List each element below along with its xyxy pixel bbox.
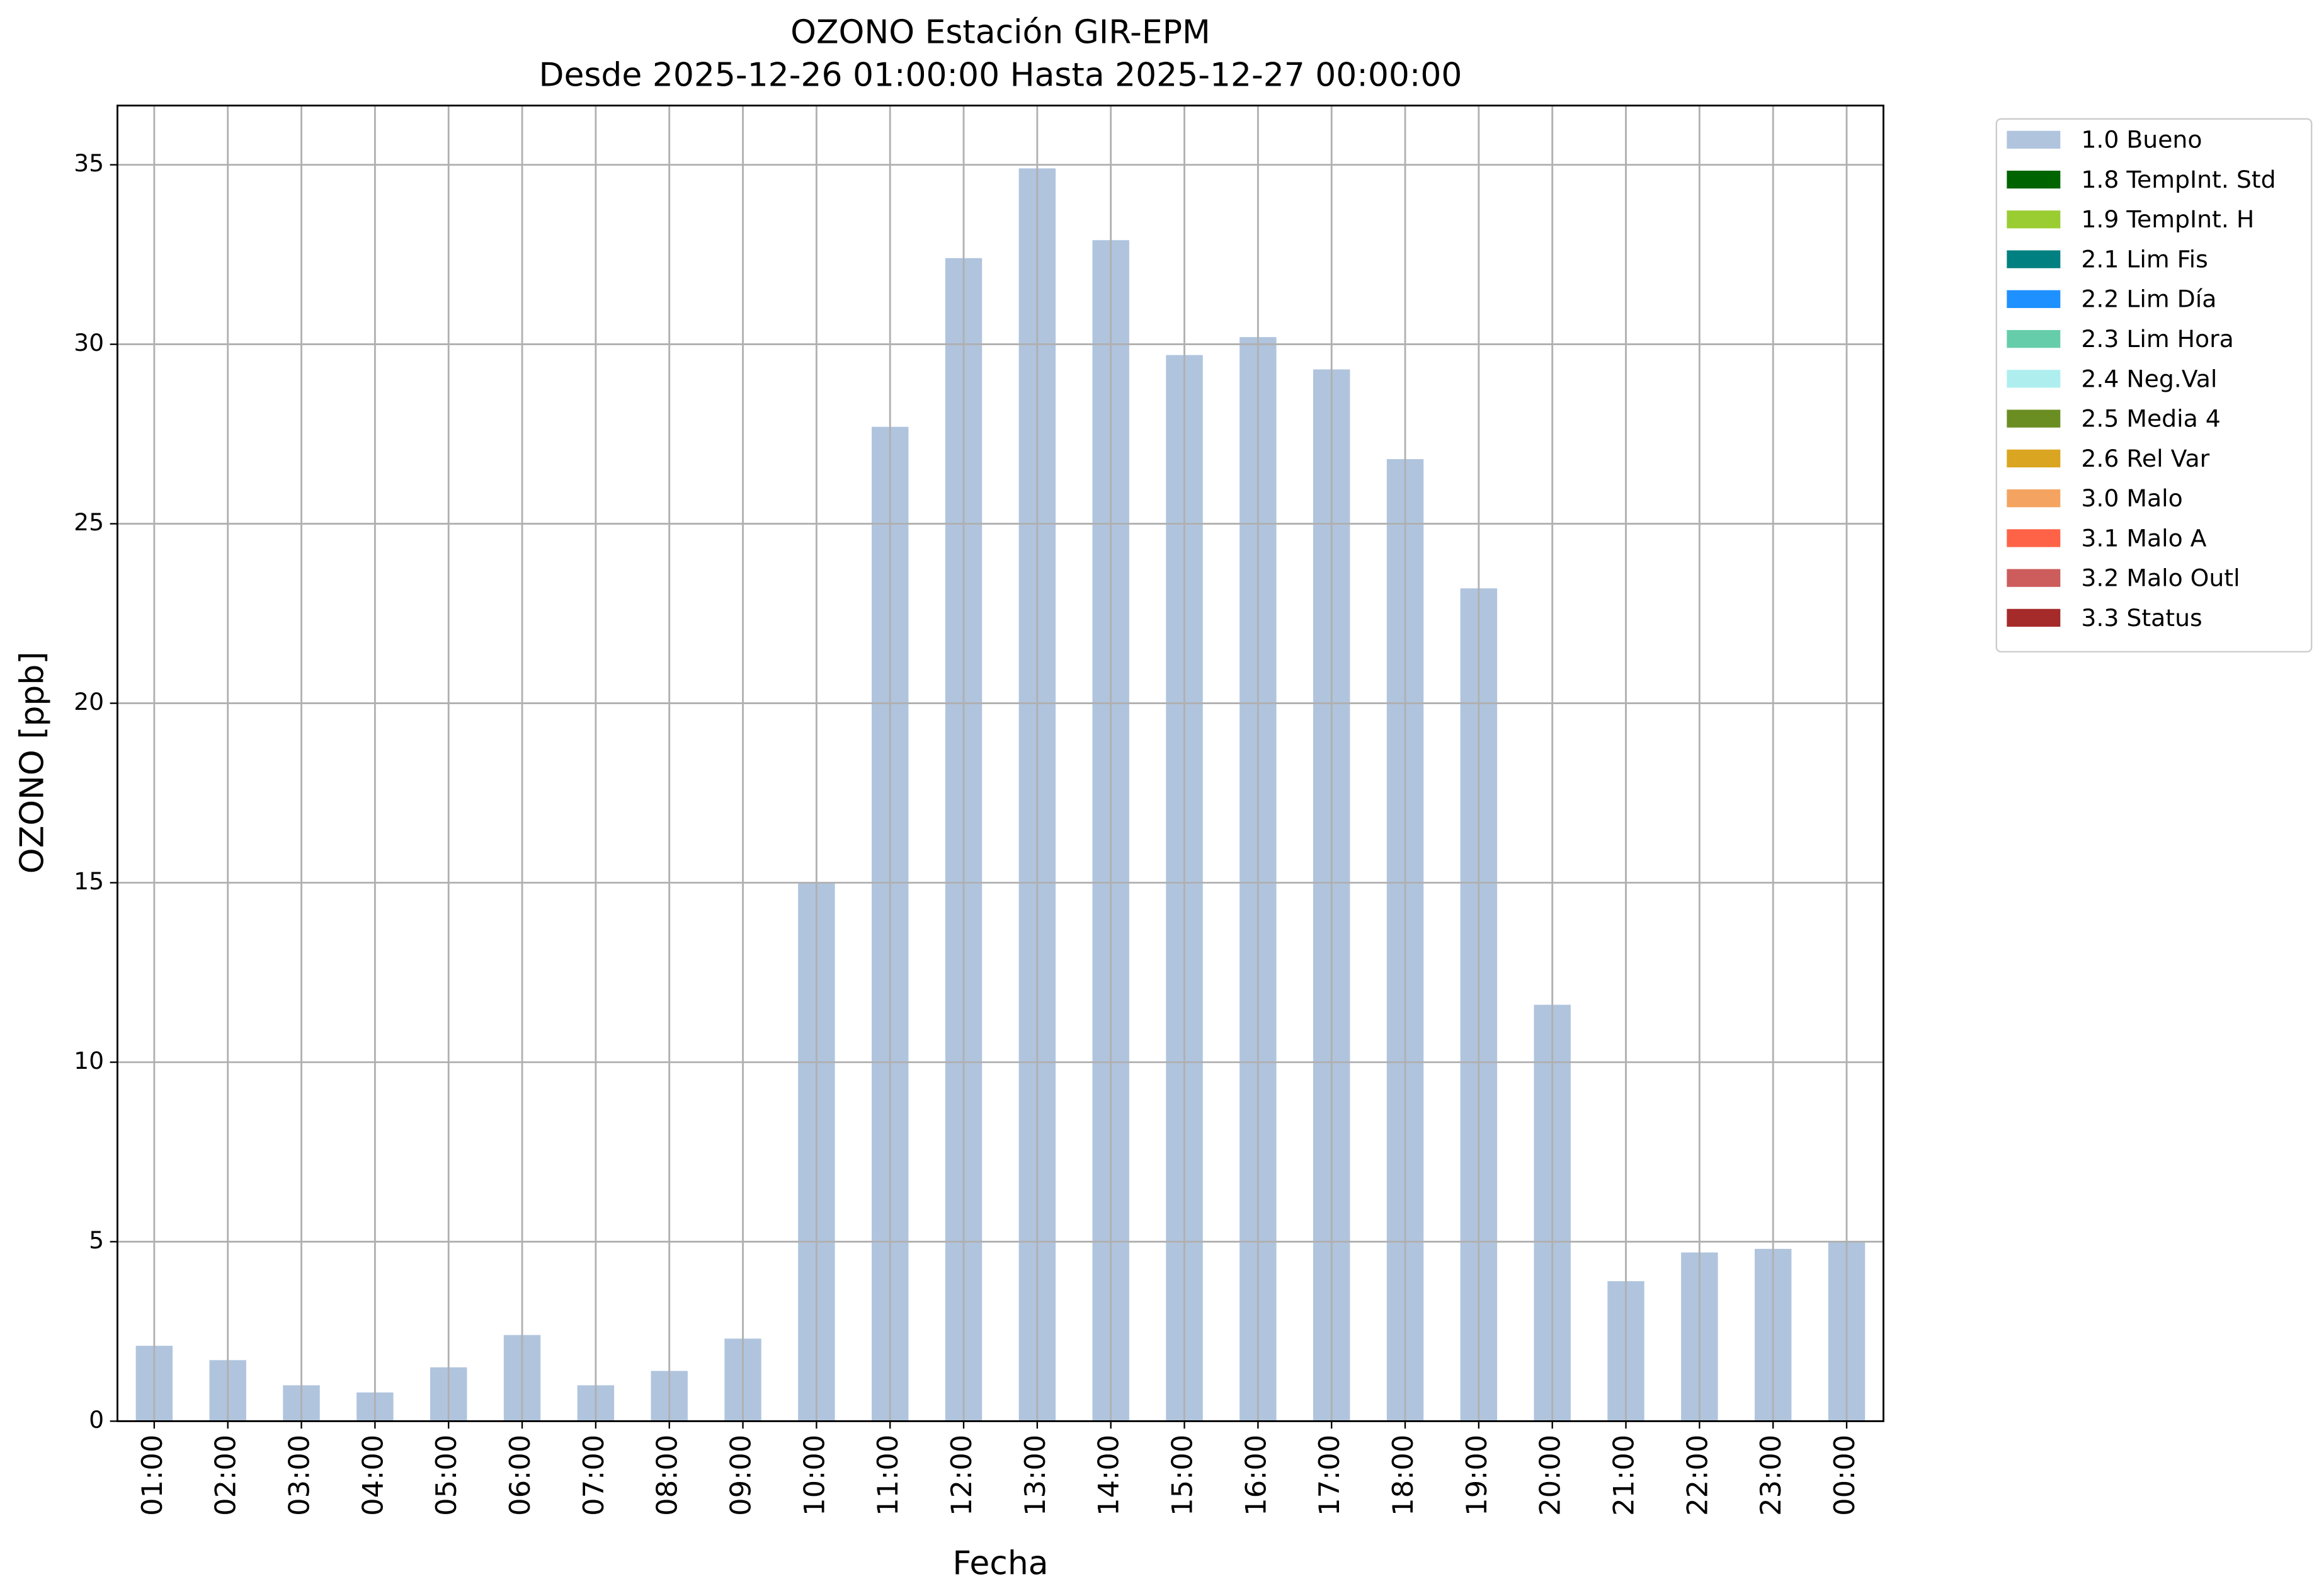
legend-label: 2.4 Neg.Val xyxy=(2081,365,2217,392)
legend-swatch xyxy=(2007,370,2061,388)
x-tick-label: 06:00 xyxy=(503,1435,537,1516)
legend-swatch xyxy=(2007,529,2061,547)
legend-box xyxy=(1995,118,2313,653)
y-tick-label: 25 xyxy=(74,508,104,536)
x-axis-label: Fecha xyxy=(952,1544,1048,1582)
plot-frame xyxy=(117,105,1884,1422)
y-tick-label: 10 xyxy=(74,1047,104,1074)
legend-swatch xyxy=(2007,569,2061,587)
x-tick-label: 05:00 xyxy=(430,1435,463,1516)
x-tick-label: 13:00 xyxy=(1018,1435,1052,1516)
legend-label: 2.5 Media 4 xyxy=(2081,405,2220,433)
legend-swatch xyxy=(2007,130,2061,149)
x-tick-label: 14:00 xyxy=(1092,1435,1125,1516)
x-tick-label: 03:00 xyxy=(283,1435,316,1516)
x-tick-label: 09:00 xyxy=(724,1435,758,1516)
x-tick-label: 19:00 xyxy=(1460,1435,1493,1516)
y-tick-label: 0 xyxy=(89,1406,104,1434)
x-tick-label: 22:00 xyxy=(1680,1435,1714,1516)
chart-title: OZONO Estación GIR-EPM xyxy=(790,13,1211,51)
x-tick-label: 21:00 xyxy=(1607,1435,1641,1516)
legend-label: 2.6 Rel Var xyxy=(2081,445,2209,472)
x-tick-label: 18:00 xyxy=(1386,1435,1420,1516)
x-tick-label: 04:00 xyxy=(356,1435,389,1516)
x-tick-label: 20:00 xyxy=(1534,1435,1567,1516)
legend-swatch xyxy=(2007,449,2061,468)
legend-swatch xyxy=(2007,210,2061,229)
y-axis-label: OZONO [ppb] xyxy=(13,651,51,874)
legend-swatch xyxy=(2007,250,2061,268)
y-tick-label: 35 xyxy=(74,149,104,177)
x-tick-label: 01:00 xyxy=(135,1435,169,1516)
y-tick-label: 5 xyxy=(89,1226,104,1254)
x-tick-label: 10:00 xyxy=(797,1435,831,1516)
legend-label: 2.1 Lim Fis xyxy=(2081,246,2208,273)
legend-swatch xyxy=(2007,170,2061,189)
chart-subtitle: Desde 2025-12-26 01:00:00 Hasta 2025-12-… xyxy=(538,57,1462,94)
legend-label: 3.2 Malo Outl xyxy=(2081,564,2240,592)
legend-label: 1.9 TempInt. H xyxy=(2081,205,2254,233)
y-tick-label: 30 xyxy=(74,329,104,356)
y-tick-label: 15 xyxy=(74,867,104,895)
x-tick-label: 23:00 xyxy=(1754,1435,1787,1516)
legend-swatch xyxy=(2007,489,2061,508)
y-tick-label: 20 xyxy=(74,688,104,715)
legend-label: 3.0 Malo xyxy=(2081,484,2182,512)
legend-label: 1.0 Bueno xyxy=(2081,126,2202,154)
legend-label: 3.1 Malo A xyxy=(2081,524,2206,552)
legend-label: 3.3 Status xyxy=(2081,604,2202,632)
x-tick-label: 02:00 xyxy=(209,1435,242,1516)
x-tick-label: 08:00 xyxy=(651,1435,684,1516)
legend-swatch xyxy=(2007,290,2061,309)
x-tick-label: 07:00 xyxy=(577,1435,610,1516)
x-tick-label: 15:00 xyxy=(1166,1435,1199,1516)
legend-swatch xyxy=(2007,608,2061,627)
x-tick-label: 17:00 xyxy=(1313,1435,1346,1516)
legend-label: 2.3 Lim Hora xyxy=(2081,325,2233,353)
x-tick-label: 11:00 xyxy=(871,1435,904,1516)
legend-swatch xyxy=(2007,329,2061,348)
x-tick-label: 16:00 xyxy=(1239,1435,1272,1516)
x-tick-label: 12:00 xyxy=(945,1435,978,1516)
legend-swatch xyxy=(2007,409,2061,428)
x-tick-label: 00:00 xyxy=(1828,1435,1861,1516)
legend-label: 2.2 Lim Día xyxy=(2081,285,2216,313)
legend-label: 1.8 TempInt. Std xyxy=(2081,166,2276,193)
